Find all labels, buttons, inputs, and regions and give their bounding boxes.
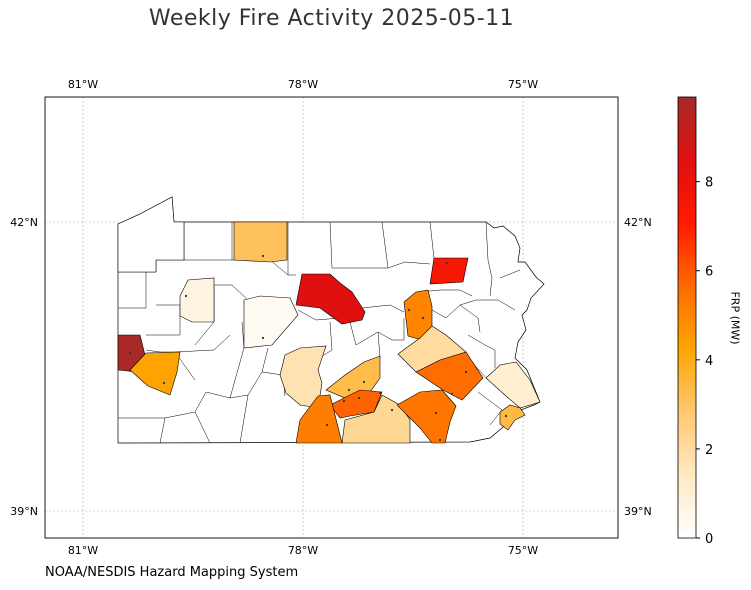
lat-label-left-1: 39°N	[10, 505, 38, 518]
county-erie-area	[117, 196, 185, 273]
fire-point	[128, 351, 132, 355]
colorbar-tick-label: 0	[705, 532, 713, 547]
map-frame	[44, 96, 619, 539]
colorbar-tick-label: 2	[705, 443, 713, 458]
fire-point	[342, 399, 346, 403]
county-huntingdon	[279, 345, 327, 409]
axis-labels: 81°W 78°W 75°W 81°W 78°W 75°W 42°N 39°N …	[10, 78, 651, 557]
county-venango	[179, 277, 215, 323]
fire-point	[378, 391, 382, 395]
fire-point	[464, 370, 468, 374]
county-mckean	[233, 221, 288, 263]
county-bradford-susquehanna	[429, 257, 469, 285]
source-credit: NOAA/NESDIS Hazard Mapping System	[45, 565, 299, 580]
pennsylvania-map	[117, 196, 545, 444]
county-clearfield	[243, 295, 299, 349]
colorbar-tick-label: 4	[705, 354, 713, 369]
fire-point	[434, 411, 438, 415]
county-luzerne	[403, 289, 433, 341]
county-allegheny-west	[129, 351, 181, 396]
lat-label-left-0: 42°N	[10, 216, 38, 229]
county-delaware-chester	[499, 404, 526, 431]
fire-point	[162, 381, 166, 385]
county-schuylkill	[397, 325, 467, 373]
lat-label-right-0: 42°N	[624, 216, 652, 229]
fire-point	[357, 396, 361, 400]
fire-point	[407, 308, 411, 312]
lon-label-bottom-2: 75°W	[508, 544, 538, 557]
fire-point	[390, 408, 394, 412]
lon-label-bottom-1: 78°W	[288, 544, 318, 557]
county-elk-cameron	[295, 273, 366, 325]
county-lancaster	[396, 389, 457, 444]
fire-point	[504, 414, 508, 418]
fire-point	[347, 388, 351, 392]
fire-point	[450, 392, 454, 396]
lat-label-right-1: 39°N	[624, 505, 652, 518]
fire-detection-points	[128, 254, 508, 442]
fire-point	[261, 336, 265, 340]
colorbar-tick-label: 6	[705, 265, 713, 280]
colorbar-gradient	[677, 96, 697, 539]
fire-point	[445, 261, 449, 265]
lon-label-bottom-0: 81°W	[68, 544, 98, 557]
lon-label-top-0: 81°W	[68, 78, 98, 91]
colorbar-tick-label: 8	[705, 176, 713, 191]
fire-point	[421, 316, 425, 320]
fire-point	[362, 380, 366, 384]
county-franklin	[295, 394, 343, 444]
county-adams-york	[341, 394, 411, 444]
fire-point	[438, 438, 442, 442]
fire-point	[261, 254, 265, 258]
fire-point	[325, 423, 329, 427]
map-title: Weekly Fire Activity 2025-05-11	[148, 6, 515, 31]
colorbar: 0 2 4 6 8	[677, 96, 713, 547]
colorbar-label: FRP (MW)	[728, 291, 742, 345]
lon-label-top-1: 78°W	[288, 78, 318, 91]
county-montgomery	[485, 361, 541, 409]
fire-point	[184, 294, 188, 298]
lon-label-top-2: 75°W	[508, 78, 538, 91]
